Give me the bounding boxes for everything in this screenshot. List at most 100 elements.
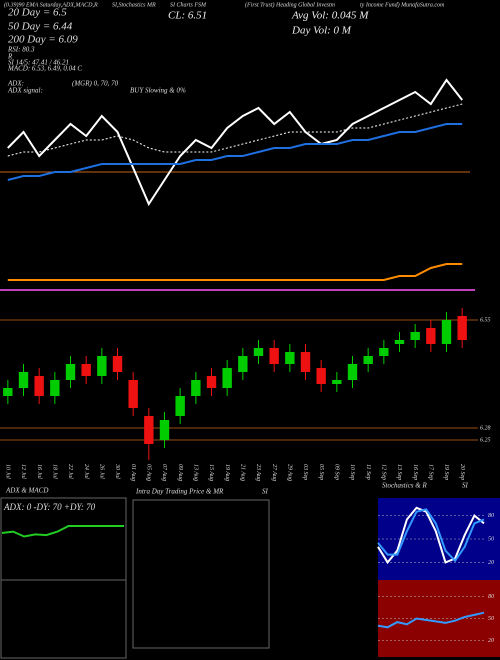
legend-text: ADX: <box>7 80 24 88</box>
series-line <box>377 506 485 565</box>
candle-body <box>441 320 452 344</box>
day-vol: Day Vol: 0 M <box>291 25 352 37</box>
series-line <box>1 525 124 538</box>
candle-body <box>426 328 436 344</box>
intraday-title: Intra Day Trading Price & MR <box>135 488 224 496</box>
candle-body <box>112 356 123 372</box>
y-tick-label: 80 <box>488 594 494 600</box>
candle-body <box>285 352 295 364</box>
candle-body <box>300 352 311 372</box>
y-tick-label: 20 <box>488 560 494 566</box>
header-text: ty Income Fund) MunafaSutra.com <box>360 1 445 8</box>
avg-vol: Avg Vol: 0.045 M <box>291 10 369 22</box>
candle-body <box>144 416 154 444</box>
x-tick-label: 17 Sep <box>427 464 433 480</box>
candle-body <box>238 356 248 372</box>
x-tick-label: 16 Sep <box>412 464 418 480</box>
y-tick-label: 20 <box>488 638 494 644</box>
series-line <box>7 103 463 157</box>
header-text: SI Charts FSM <box>170 2 207 8</box>
candle-body <box>206 376 217 388</box>
series-line <box>377 611 485 629</box>
candle-body <box>128 380 138 408</box>
header-text: (First Trust) Heading Global Investm <box>245 1 336 8</box>
x-tick-label: 22 Jul <box>67 464 73 479</box>
y-tick-label: 6.25 <box>480 437 491 443</box>
x-tick-label: 21 Aug <box>239 464 245 481</box>
x-tick-label: 19 Aug <box>224 464 230 481</box>
intraday-panel <box>132 499 270 649</box>
x-tick-label: 13 Aug <box>192 464 198 481</box>
adx-panel <box>0 497 127 659</box>
y-tick-label: 80 <box>488 513 494 519</box>
x-tick-label: 15 Aug <box>208 464 214 481</box>
intraday-si: SI <box>262 488 269 496</box>
x-tick-label: 12 Sep <box>380 464 386 480</box>
candle-body <box>3 388 13 396</box>
series-line <box>7 78 463 207</box>
x-tick-label: 05 Aug <box>145 464 151 481</box>
legend-text: SI 14/5: 47.41 / 46.21 <box>8 59 69 67</box>
x-tick-label: 09 Sep <box>333 464 339 480</box>
x-tick-label: 01 Aug <box>130 464 136 481</box>
panel-title: Stochastics & R <box>382 482 427 490</box>
candle-body <box>175 396 185 416</box>
candle-body <box>332 380 342 384</box>
y-tick-label: 6.55 <box>480 317 491 323</box>
legend-text: 50 Day = 6.44 <box>8 21 73 33</box>
candle-body <box>363 356 373 364</box>
candle-body <box>394 340 405 344</box>
legend-text: 200 Day = 6.09 <box>8 34 78 46</box>
x-tick-label: 03 Sep <box>302 464 308 480</box>
header-text: SI,Stochastics MR <box>112 2 156 8</box>
x-tick-label: 10 Jul <box>4 464 10 479</box>
candle-body <box>97 356 107 376</box>
y-tick-label: 50 <box>488 536 494 542</box>
x-tick-label: 16 Jul <box>36 464 42 479</box>
x-tick-label: 05 Sep <box>318 464 324 480</box>
legend-text: RSI: 80.3 <box>7 46 35 54</box>
x-tick-label: 11 Sep <box>365 464 371 480</box>
panel-subtitle: SI <box>462 482 469 490</box>
legend-text: ADX signal: <box>7 87 43 95</box>
adx-signal: BUY Slowing & 0% <box>130 87 186 95</box>
candle-body <box>253 348 264 356</box>
x-tick-label: 19 Sep <box>443 464 449 480</box>
candle-body <box>457 316 467 340</box>
candle-body <box>410 332 420 340</box>
candle-body <box>379 348 389 356</box>
legend-text: MACD: 6.53, 6.49, 0.04 C <box>7 65 82 73</box>
legend-text: R <box>7 53 13 61</box>
candle-body <box>18 372 29 388</box>
candle-body <box>222 368 232 388</box>
candle-body <box>269 348 279 364</box>
x-tick-label: 24 Jul <box>83 464 90 479</box>
candle-body <box>65 364 76 380</box>
candle-body <box>347 364 358 380</box>
close-stat: CL: 6.51 <box>168 10 207 22</box>
x-tick-label: 18 Jul <box>51 464 57 479</box>
x-tick-label: 13 Sep <box>396 464 402 480</box>
x-tick-label: 26 Jul <box>98 464 104 479</box>
x-tick-label: 23 Aug <box>255 464 261 481</box>
panel-annotation: ADX: 0 -DY: 70 +DY: 70 <box>3 502 96 512</box>
x-tick-label: 12 Jul <box>20 464 26 479</box>
candle-body <box>50 380 60 396</box>
x-tick-label: 27 Aug <box>271 464 277 481</box>
header-text: (0.39)90 EMA Saturday,ADX,MACD,R <box>4 1 98 8</box>
x-tick-label: 09 Aug <box>177 464 183 481</box>
x-tick-label: 10 Sep <box>349 464 355 480</box>
y-tick-label: 6.28 <box>480 425 491 431</box>
x-tick-label: 20 Sep <box>459 464 465 480</box>
candle-body <box>191 380 201 396</box>
series-line <box>7 263 463 281</box>
x-tick-label: 30 Jul <box>114 463 120 479</box>
candle-body <box>34 376 44 396</box>
series-line <box>377 508 485 563</box>
panel-title: ADX & MACD <box>5 487 48 495</box>
candle-body <box>81 364 91 376</box>
adx-values: (MGR) 0, 70, 70 <box>72 80 119 88</box>
x-tick-label: 29 Aug <box>286 464 292 481</box>
